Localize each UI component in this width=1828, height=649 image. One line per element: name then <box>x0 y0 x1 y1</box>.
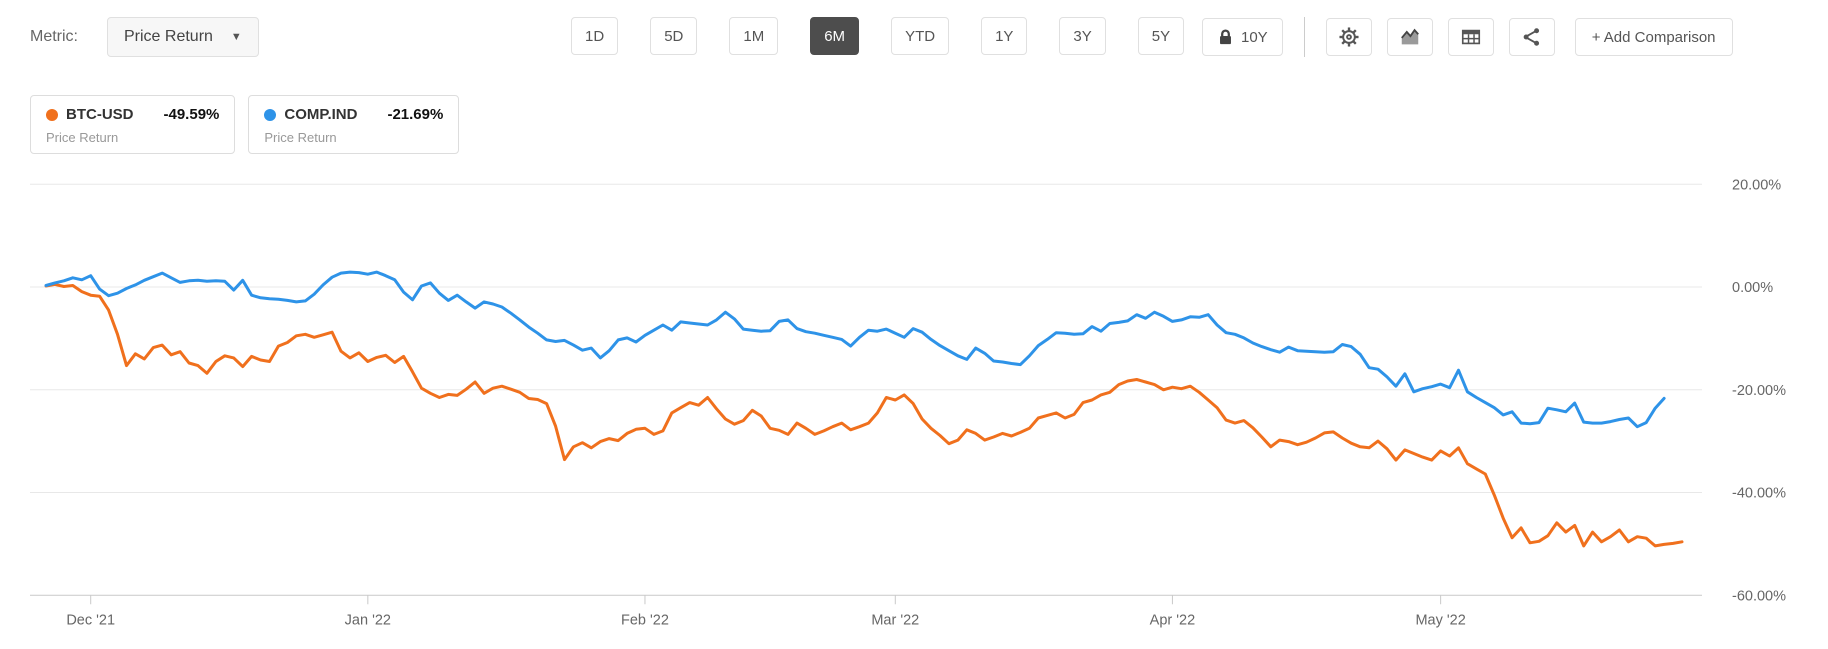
range-button-10y-label: 10Y <box>1241 28 1268 46</box>
range-button-ytd[interactable]: YTD <box>891 17 950 55</box>
legend-ticker: COMP.IND <box>284 106 358 123</box>
data-table-icon <box>1460 26 1482 48</box>
series-line-btc-usd[interactable] <box>44 282 1684 548</box>
range-button-1d[interactable]: 1D <box>571 17 619 55</box>
chevron-down-icon: ▼ <box>230 31 242 43</box>
series-color-dot <box>46 108 58 121</box>
legend-ticker: BTC-USD <box>66 106 134 123</box>
y-axis-label: -60.00% <box>1732 588 1786 604</box>
range-button-6m[interactable]: 6M <box>810 17 860 55</box>
range-button-1y[interactable]: 1Y <box>981 17 1028 55</box>
y-axis-label: 0.00% <box>1732 280 1773 296</box>
toolbar-divider <box>1303 17 1305 57</box>
settings-button[interactable] <box>1325 18 1372 56</box>
x-axis-label: Dec '21 <box>66 612 115 628</box>
share-button[interactable] <box>1508 18 1555 56</box>
series-line-comp-ind[interactable] <box>44 270 1666 429</box>
add-comparison-button[interactable]: + Add Comparison <box>1574 18 1733 56</box>
share-icon <box>1521 26 1543 48</box>
y-axis-label: -20.00% <box>1732 383 1786 399</box>
series-color-dot <box>264 108 277 121</box>
metric-label: Metric: <box>30 28 78 45</box>
x-axis-label: Mar '22 <box>871 612 919 628</box>
range-button-3y[interactable]: 3Y <box>1059 17 1106 55</box>
chart-canvas[interactable]: 20.00% 0.00% -20.00% -40.00% -60.00% Dec '21 J… <box>0 165 1828 649</box>
x-axis-label: Jan '22 <box>345 612 391 628</box>
y-axis-label: -40.00% <box>1732 486 1786 502</box>
range-button-5y[interactable]: 5Y <box>1137 17 1185 55</box>
x-axis-label: Feb '22 <box>621 612 669 628</box>
chart-legend: BTC-USD -49.59% Price Return COMP.IND -2… <box>30 95 460 154</box>
metric-dropdown[interactable]: Price Return ▼ <box>107 17 259 57</box>
y-axis-label: 20.00% <box>1732 177 1781 193</box>
range-button-1m[interactable]: 1M <box>729 17 779 55</box>
legend-card-btc-usd[interactable]: BTC-USD -49.59% Price Return <box>30 95 236 154</box>
range-button-5d[interactable]: 5D <box>650 17 698 55</box>
metric-dropdown-value: Price Return <box>124 28 213 45</box>
lock-icon <box>1217 28 1234 46</box>
gear-icon <box>1338 26 1360 48</box>
range-button-10y-locked[interactable]: 10Y <box>1202 18 1283 56</box>
range-button-group: 1D 5D 1M 6M YTD 1Y 3Y 5Y <box>571 17 1185 55</box>
data-table-button[interactable] <box>1447 18 1494 56</box>
chart-type-icon <box>1399 26 1421 48</box>
chart-type-button[interactable] <box>1386 18 1433 56</box>
x-axis-label: Apr '22 <box>1150 612 1196 628</box>
legend-value: -21.69% <box>387 106 444 123</box>
x-axis-label: May '22 <box>1415 612 1465 628</box>
legend-metric: Price Return <box>46 130 119 145</box>
price-return-chart[interactable]: 20.00% 0.00% -20.00% -40.00% -60.00% Dec '21 J… <box>0 165 1828 649</box>
legend-value: -49.59% <box>163 106 220 123</box>
toolbar-tools: 10Y <box>1202 17 1733 57</box>
legend-metric: Price Return <box>264 130 337 145</box>
legend-card-comp-ind[interactable]: COMP.IND -21.69% Price Return <box>248 95 460 154</box>
